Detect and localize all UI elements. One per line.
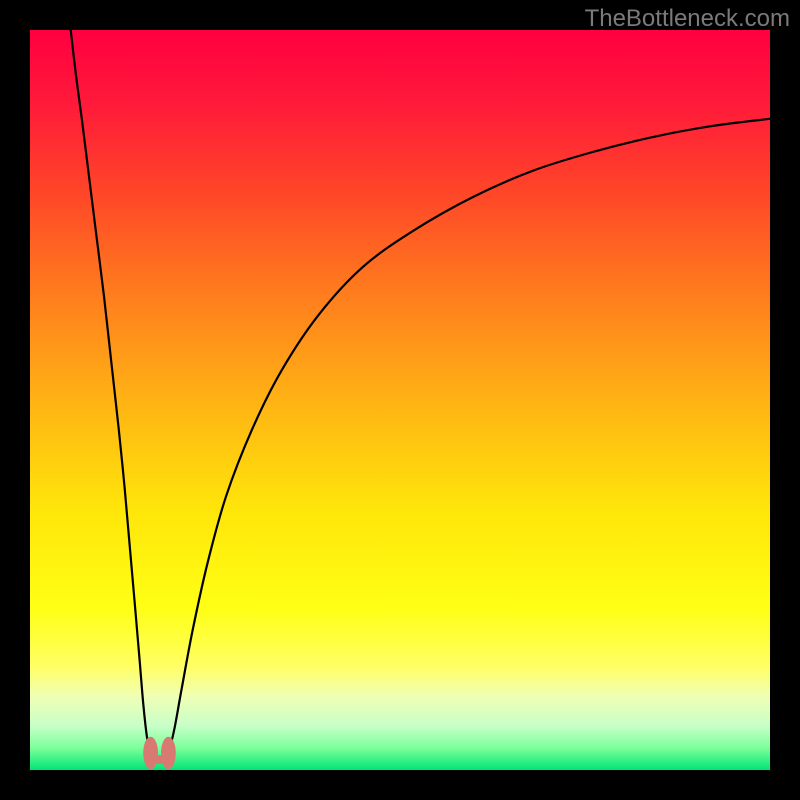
bottleneck-chart: TheBottleneck.com [0,0,800,800]
watermark-text: TheBottleneck.com [585,5,790,32]
chart-container: TheBottleneck.com [0,0,800,800]
gradient-background [30,30,770,770]
